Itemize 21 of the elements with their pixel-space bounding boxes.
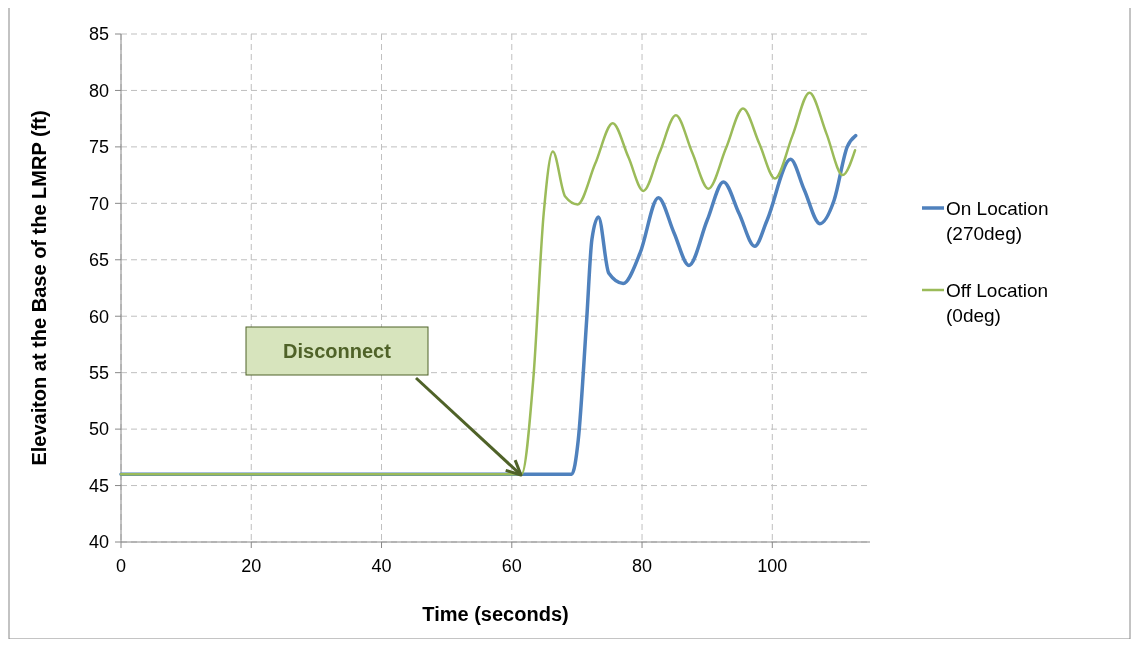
x-tick-label: 0	[115, 556, 127, 576]
legend-label: On Location (270deg)	[946, 197, 1049, 245]
y-tick-label: 60	[88, 306, 109, 327]
y-tick-label: 50	[88, 419, 109, 440]
x-axis-title: Time (seconds)	[422, 603, 569, 625]
y-tick-label: 80	[88, 80, 109, 101]
x-tick-label: 100	[757, 556, 788, 576]
y-tick-label: 85	[88, 24, 109, 45]
legend-label: Off Location (0deg)	[946, 279, 1049, 327]
y-tick-label: 70	[88, 193, 109, 214]
y-tick-label: 75	[88, 137, 109, 158]
x-tick-label: 80	[632, 556, 653, 576]
y-tick-label: 65	[88, 250, 109, 271]
x-tick-label: 40	[371, 556, 392, 576]
y-axis-title: Elevaiton at the Base of the LMRP (ft)	[28, 110, 50, 466]
x-tick-label: 20	[241, 556, 262, 576]
x-tick-label: 60	[501, 556, 522, 576]
annotation: Disconnect	[283, 340, 392, 362]
y-tick-label: 45	[88, 475, 109, 496]
y-tick-label: 40	[88, 532, 109, 553]
y-tick-label: 55	[88, 362, 109, 383]
